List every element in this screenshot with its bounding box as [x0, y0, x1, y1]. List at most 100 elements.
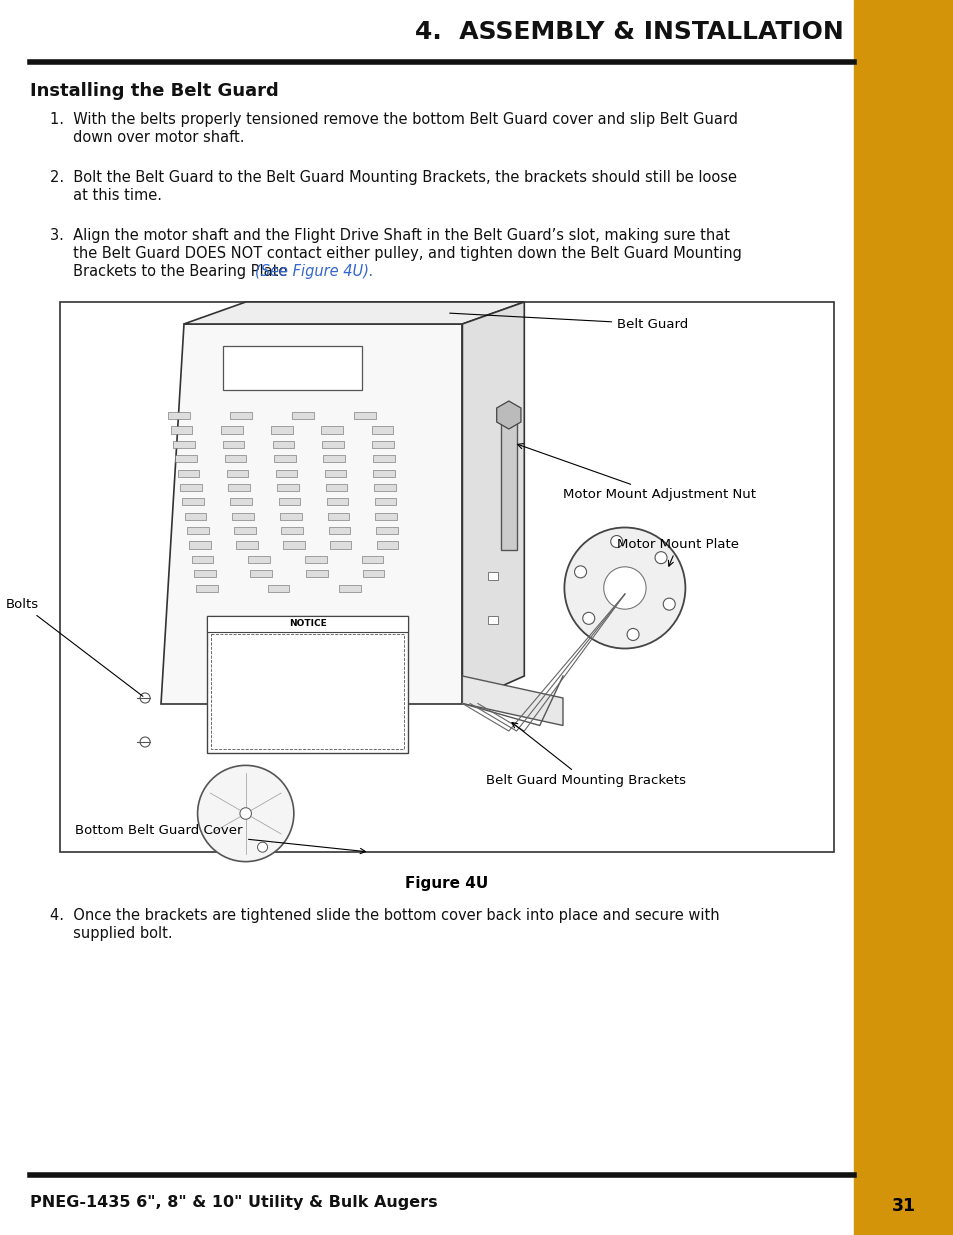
Bar	[375, 513, 396, 520]
Circle shape	[240, 808, 252, 819]
Bar	[324, 469, 346, 477]
Polygon shape	[184, 303, 524, 324]
Bar	[207, 615, 408, 631]
Circle shape	[257, 842, 267, 852]
Bar	[168, 412, 190, 419]
Bar	[339, 584, 361, 592]
Bar	[375, 527, 397, 535]
Text: down over motor shaft.: down over motor shaft.	[50, 130, 244, 144]
Text: supplied bolt.: supplied bolt.	[50, 926, 172, 941]
Bar	[221, 426, 242, 433]
Bar	[222, 346, 361, 390]
Text: (See Figure 4U).: (See Figure 4U).	[254, 264, 374, 279]
Bar	[305, 556, 326, 563]
Bar	[172, 441, 194, 448]
Bar	[171, 426, 193, 433]
Bar	[330, 541, 351, 548]
Text: Brackets to the Bearing Plate: Brackets to the Bearing Plate	[50, 264, 292, 279]
Bar	[276, 484, 298, 492]
Bar	[326, 498, 348, 505]
Bar	[278, 498, 300, 505]
Text: PNEG-1435 6", 8" & 10" Utility & Bulk Augers: PNEG-1435 6", 8" & 10" Utility & Bulk Au…	[30, 1195, 437, 1210]
Circle shape	[662, 598, 675, 610]
Bar	[375, 498, 396, 505]
Polygon shape	[160, 324, 462, 704]
Bar	[207, 615, 408, 753]
Bar	[329, 527, 350, 535]
Bar	[323, 456, 345, 462]
Bar	[306, 571, 328, 578]
Text: Motor Mount Adjustment Nut: Motor Mount Adjustment Nut	[517, 443, 755, 501]
Text: 31: 31	[891, 1197, 915, 1215]
Bar	[372, 441, 394, 448]
Text: the Belt Guard DOES NOT contact either pulley, and tighten down the Belt Guard M: the Belt Guard DOES NOT contact either p…	[50, 246, 741, 261]
Circle shape	[603, 567, 645, 609]
Polygon shape	[497, 401, 520, 429]
Text: Motor Mount Plate: Motor Mount Plate	[617, 537, 739, 566]
Bar	[488, 572, 497, 580]
Bar	[373, 456, 395, 462]
Bar	[362, 571, 384, 578]
Bar	[230, 498, 252, 505]
Bar	[177, 469, 199, 477]
Bar	[182, 498, 204, 505]
Bar	[235, 541, 257, 548]
Text: Belt Guard Mounting Brackets: Belt Guard Mounting Brackets	[485, 722, 685, 787]
Bar	[211, 634, 404, 748]
Bar	[376, 541, 398, 548]
Bar	[373, 469, 395, 477]
Circle shape	[140, 737, 150, 747]
Bar	[322, 441, 344, 448]
Text: 2.  Bolt the Belt Guard to the Belt Guard Mounting Brackets, the brackets should: 2. Bolt the Belt Guard to the Belt Guard…	[50, 170, 737, 185]
Bar	[374, 484, 395, 492]
Circle shape	[610, 536, 622, 547]
Text: 3.  Align the motor shaft and the Flight Drive Shaft in the Belt Guard’s slot, m: 3. Align the motor shaft and the Flight …	[50, 228, 729, 243]
Bar	[281, 527, 303, 535]
Text: Installing the Belt Guard: Installing the Belt Guard	[30, 82, 278, 100]
Text: 4.  Once the brackets are tightened slide the bottom cover back into place and s: 4. Once the brackets are tightened slide…	[50, 908, 719, 923]
Bar	[230, 412, 252, 419]
Bar	[232, 513, 253, 520]
Bar	[271, 426, 293, 433]
Bar	[227, 469, 248, 477]
Bar	[361, 556, 383, 563]
Circle shape	[582, 613, 594, 625]
Text: Bolts: Bolts	[6, 598, 143, 697]
Text: at this time.: at this time.	[50, 188, 162, 203]
Bar	[250, 571, 272, 578]
Circle shape	[626, 629, 639, 641]
Circle shape	[564, 527, 684, 648]
Text: Bottom Belt Guard Cover: Bottom Belt Guard Cover	[75, 824, 365, 853]
Text: Belt Guard: Belt Guard	[449, 314, 688, 331]
Text: NOTICE: NOTICE	[289, 619, 326, 629]
Bar	[274, 456, 295, 462]
Bar	[283, 541, 304, 548]
Bar	[321, 426, 343, 433]
Bar	[184, 513, 206, 520]
Bar	[60, 303, 833, 852]
Circle shape	[140, 693, 150, 703]
Bar	[354, 412, 375, 419]
Bar	[853, 0, 953, 1235]
Bar	[175, 456, 196, 462]
Circle shape	[574, 566, 586, 578]
Bar	[371, 426, 393, 433]
Bar	[187, 527, 209, 535]
Bar	[327, 513, 349, 520]
Bar	[292, 412, 314, 419]
Text: 4.  ASSEMBLY & INSTALLATION: 4. ASSEMBLY & INSTALLATION	[415, 20, 843, 44]
Bar	[193, 571, 215, 578]
Text: Figure 4U: Figure 4U	[405, 876, 488, 890]
Bar	[268, 584, 289, 592]
Bar	[233, 527, 255, 535]
Bar	[279, 513, 301, 520]
Bar	[488, 616, 497, 624]
Bar	[275, 469, 297, 477]
Polygon shape	[462, 676, 562, 725]
Text: 1.  With the belts properly tensioned remove the bottom Belt Guard cover and sli: 1. With the belts properly tensioned rem…	[50, 112, 738, 127]
Polygon shape	[462, 303, 524, 704]
Bar	[248, 556, 270, 563]
Bar	[225, 456, 246, 462]
Bar	[189, 541, 211, 548]
Bar	[229, 484, 250, 492]
